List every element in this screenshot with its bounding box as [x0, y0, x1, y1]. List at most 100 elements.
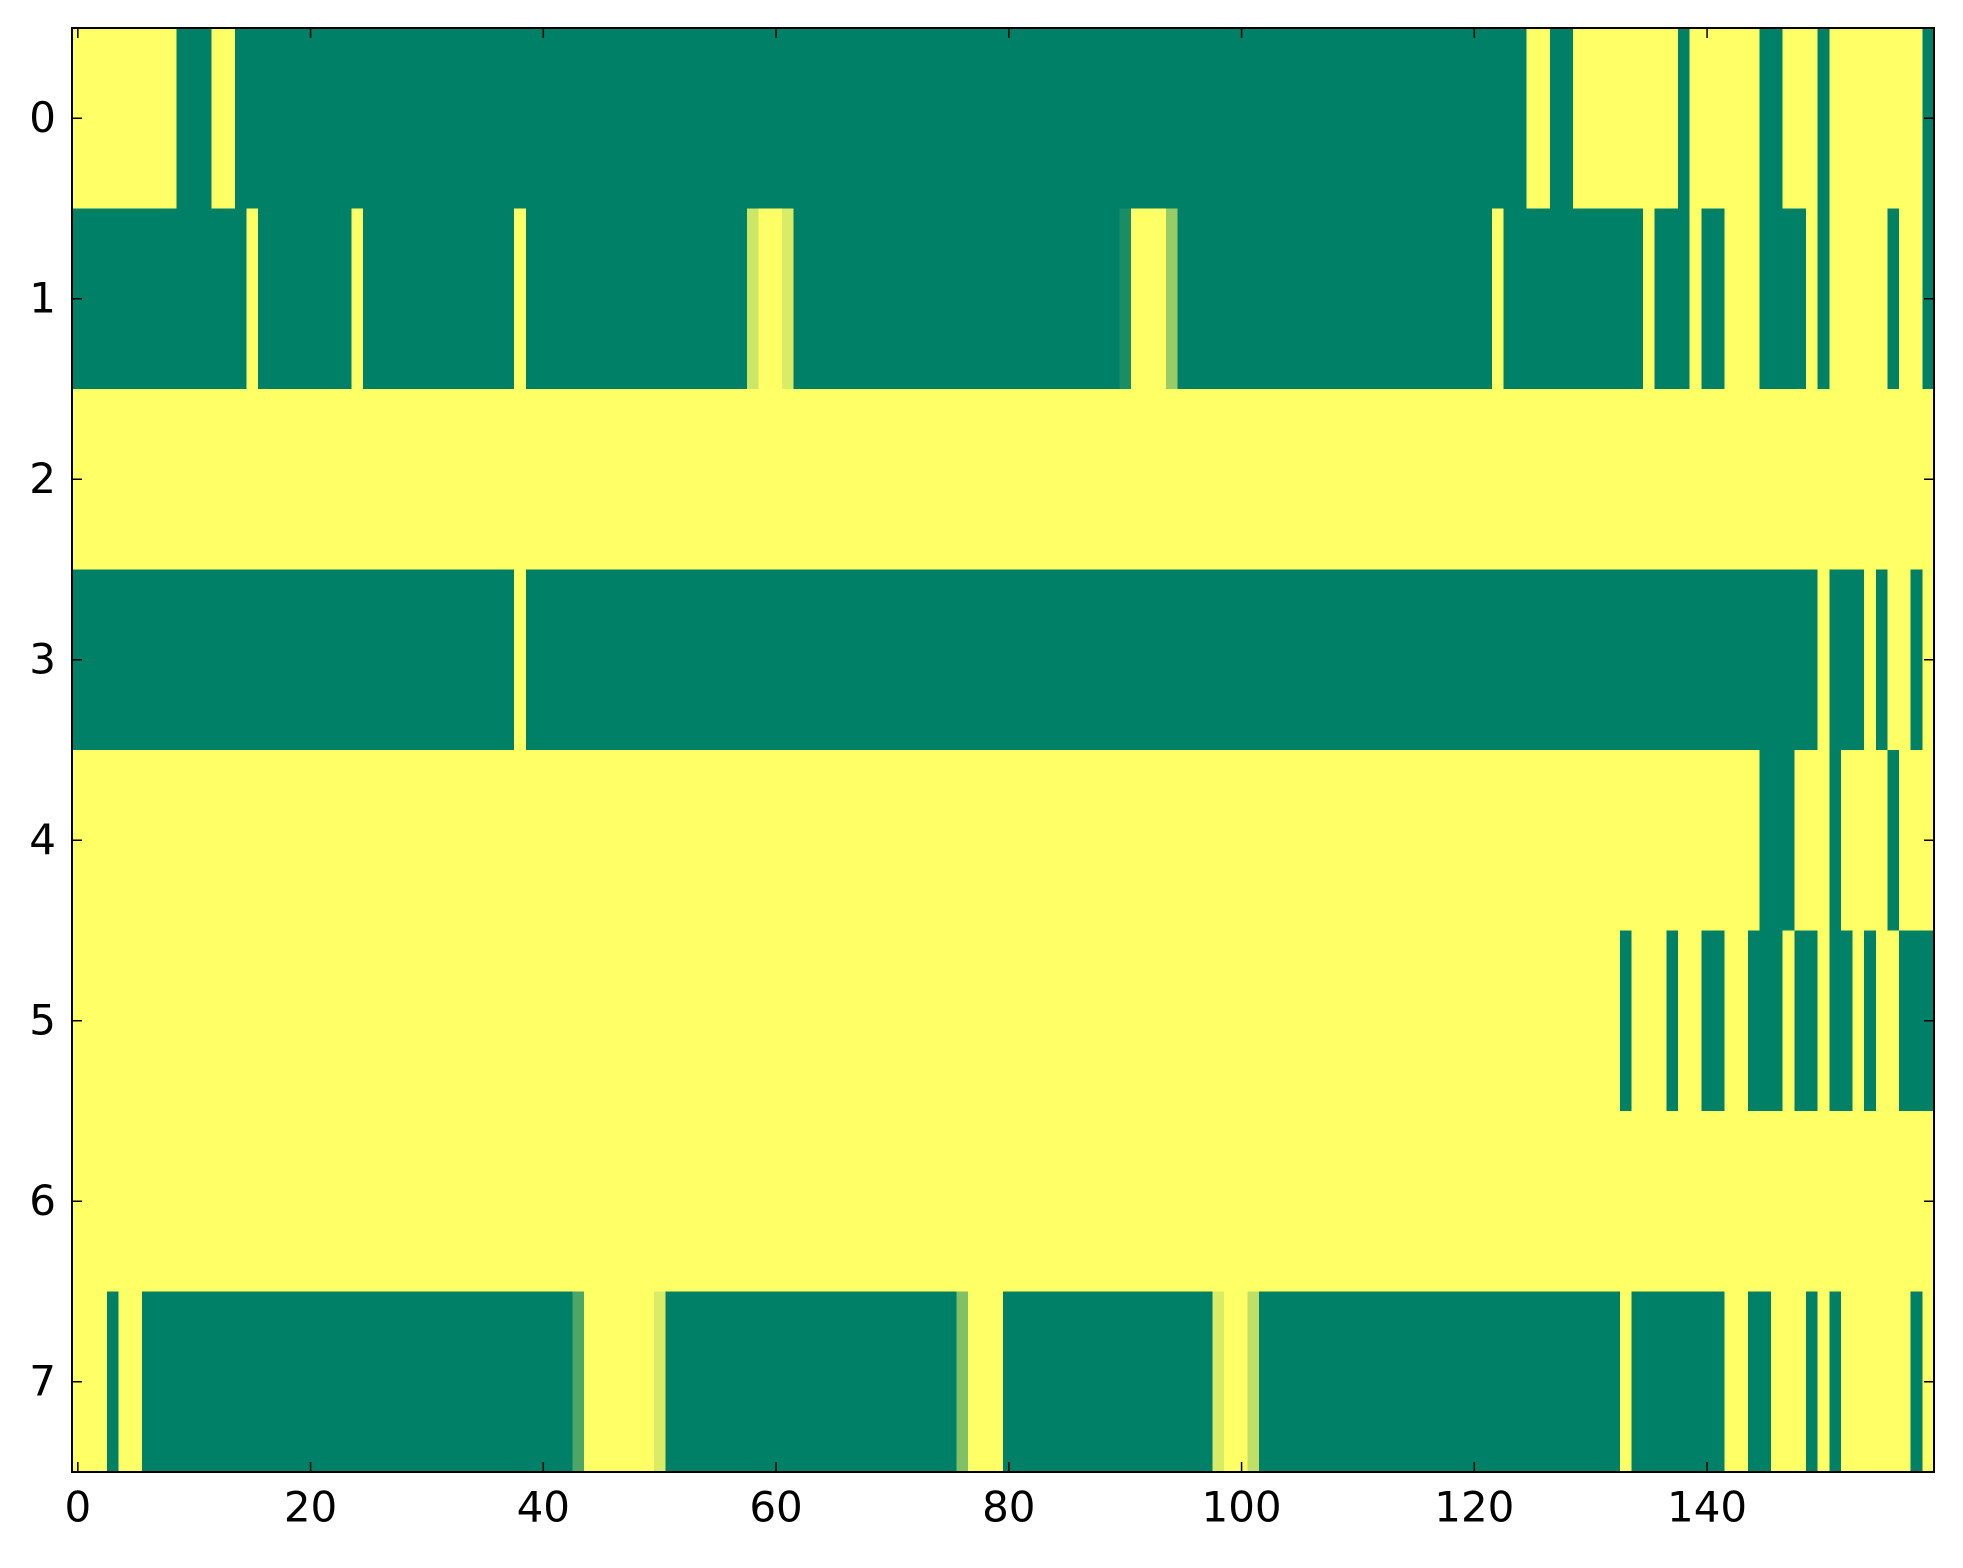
- heatmap-cell: [1212, 389, 1225, 571]
- heatmap-cell: [1433, 28, 1446, 210]
- heatmap-cell: [386, 389, 399, 571]
- heatmap-cell: [1526, 1291, 1539, 1473]
- heatmap-cell: [1142, 1291, 1155, 1473]
- heatmap-cell: [1596, 208, 1609, 390]
- heatmap-cell: [106, 208, 120, 390]
- heatmap-cell: [595, 28, 608, 210]
- heatmap-cell: [293, 569, 306, 751]
- heatmap-cell: [1165, 389, 1179, 571]
- heatmap-cell: [781, 28, 795, 210]
- heatmap-cell: [1829, 1291, 1842, 1473]
- heatmap-cell: [1200, 1291, 1214, 1473]
- heatmap-cell: [502, 1111, 515, 1293]
- heatmap-cell: [374, 389, 387, 571]
- heatmap-cell: [1165, 28, 1179, 210]
- heatmap-cell: [1293, 930, 1307, 1112]
- heatmap-cell: [816, 930, 830, 1112]
- heatmap-cell: [1014, 208, 1027, 390]
- heatmap-cell: [1573, 28, 1586, 210]
- heatmap-cell: [1573, 1111, 1586, 1293]
- heatmap-cell: [1259, 1291, 1272, 1473]
- heatmap-cell: [316, 1291, 329, 1473]
- heatmap-cell: [1084, 389, 1097, 571]
- heatmap-cell: [130, 208, 143, 390]
- heatmap-cell: [1177, 1291, 1190, 1473]
- heatmap-cell: [502, 750, 515, 932]
- heatmap-cell: [1340, 389, 1353, 571]
- heatmap-cell: [1014, 389, 1027, 571]
- heatmap-cell: [200, 1111, 213, 1293]
- heatmap-cell: [1061, 389, 1074, 571]
- y-tick-label: 0: [29, 93, 56, 142]
- heatmap-cell: [653, 208, 667, 390]
- heatmap-cell: [944, 389, 958, 571]
- heatmap-cell: [991, 28, 1004, 210]
- heatmap-cell: [1561, 1291, 1574, 1473]
- heatmap-cell: [1328, 930, 1342, 1112]
- heatmap-cell: [944, 569, 958, 751]
- heatmap-cell: [176, 930, 189, 1112]
- heatmap-cell: [1689, 569, 1702, 751]
- heatmap-cell: [1352, 208, 1365, 390]
- heatmap-cell: [514, 930, 527, 1112]
- heatmap-cell: [1352, 569, 1365, 751]
- heatmap-cell: [1724, 208, 1737, 390]
- heatmap-cell: [328, 1291, 341, 1473]
- heatmap-cell: [200, 930, 213, 1112]
- heatmap-cell: [1817, 389, 1830, 571]
- heatmap-cell: [1445, 28, 1458, 210]
- heatmap-cell: [246, 1111, 259, 1293]
- heatmap-cell: [1515, 389, 1528, 571]
- heatmap-cell: [933, 1111, 946, 1293]
- heatmap-cell: [200, 208, 213, 390]
- heatmap-cell: [1305, 389, 1318, 571]
- heatmap-cell: [1503, 750, 1516, 932]
- heatmap-cell: [1643, 750, 1656, 932]
- heatmap-cell: [1456, 208, 1470, 390]
- heatmap-cell: [770, 389, 783, 571]
- heatmap-cell: [211, 750, 224, 932]
- heatmap-cell: [1701, 750, 1714, 932]
- heatmap-cell: [688, 28, 702, 210]
- heatmap-cell: [700, 930, 713, 1112]
- heatmap-cell: [1037, 1291, 1051, 1473]
- heatmap-cell: [479, 208, 492, 390]
- heatmap-cell: [770, 28, 783, 210]
- heatmap-cell: [246, 1291, 259, 1473]
- heatmap-cell: [805, 389, 818, 571]
- heatmap-cell: [1829, 750, 1842, 932]
- heatmap-cell: [1107, 930, 1120, 1112]
- heatmap-cell: [1608, 1291, 1621, 1473]
- heatmap-cell: [1154, 28, 1167, 210]
- heatmap-cell: [595, 208, 608, 390]
- heatmap-cell: [1259, 208, 1272, 390]
- heatmap-cell: [1805, 569, 1819, 751]
- heatmap-cell: [386, 569, 399, 751]
- heatmap-cell: [1154, 1291, 1167, 1473]
- heatmap-cell: [944, 208, 958, 390]
- heatmap-cell: [770, 1291, 783, 1473]
- heatmap-cell: [642, 1111, 655, 1293]
- heatmap-cell: [1619, 28, 1633, 210]
- heatmap-cell: [1608, 389, 1621, 571]
- heatmap-cell: [1666, 1291, 1679, 1473]
- heatmap-cell: [269, 1111, 283, 1293]
- heatmap-cell: [840, 1111, 853, 1293]
- heatmap-cell: [1084, 28, 1097, 210]
- heatmap-cell: [1410, 569, 1423, 751]
- heatmap-cell: [874, 930, 888, 1112]
- heatmap-cell: [1421, 1111, 1435, 1293]
- heatmap-cell: [1794, 1111, 1807, 1293]
- heatmap-cell: [1759, 1111, 1772, 1293]
- heatmap-cell: [490, 389, 504, 571]
- heatmap-cell: [1677, 750, 1691, 932]
- heatmap-cell: [456, 569, 469, 751]
- heatmap-cell: [1084, 930, 1097, 1112]
- heatmap-cell: [607, 930, 620, 1112]
- heatmap-cell: [1328, 389, 1342, 571]
- heatmap-cell: [537, 208, 550, 390]
- heatmap-cell: [351, 1111, 364, 1293]
- heatmap-cell: [560, 1111, 574, 1293]
- heatmap-cell: [188, 28, 201, 210]
- heatmap-cell: [1864, 389, 1877, 571]
